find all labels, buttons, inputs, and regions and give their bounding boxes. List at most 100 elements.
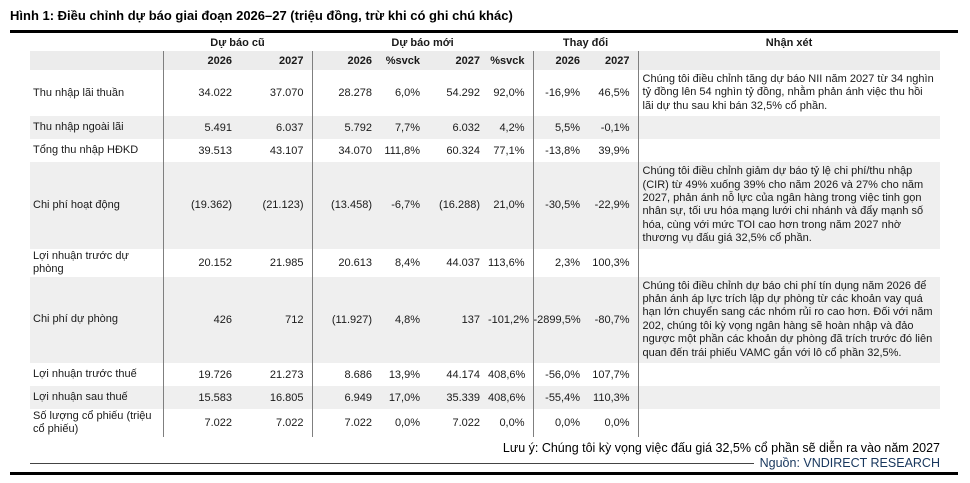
- cell-new-2026: (11.927): [331, 313, 373, 326]
- row-label: Lợi nhuận trước dự phòng: [30, 248, 164, 277]
- cell-new-svck-2026: 111,8%: [384, 144, 421, 157]
- cell-change-2026: -2899,5%: [533, 313, 581, 326]
- cell-new-2027: 35.339: [446, 391, 481, 404]
- cell-comment: [638, 363, 940, 386]
- source-row: Nguồn: VNDIRECT RESEARCH: [10, 456, 940, 470]
- cell-change-2027: -22,9%: [588, 162, 639, 249]
- cell-new-svck-2027: 92,0%: [488, 70, 534, 117]
- year-header-new-svck-2026: %svck: [380, 51, 429, 70]
- cell-new-2026: 7.022: [344, 417, 373, 430]
- forecast-table: Dự báo cũ Dự báo mới Thay đổi Nhận xét 2…: [30, 35, 941, 438]
- cell-new-svck-2026: 8,4%: [394, 256, 421, 269]
- cell-old-2027: (21.123): [240, 162, 313, 249]
- row-label: Chi phí hoạt động: [30, 162, 164, 249]
- cell-change-2026: -30,5%: [545, 199, 581, 212]
- cell-new-svck-2027: 408,6%: [488, 386, 534, 410]
- cell-old-2027: 16.805: [240, 386, 313, 410]
- cell-comment: [638, 139, 940, 162]
- cell-old-2026: 34.022: [198, 87, 232, 100]
- table-row-share-count: Số lượng cổ phiếu (triệu cổ phiếu) 7.022…: [30, 409, 940, 438]
- cell-change-2027: 0,0%: [588, 409, 639, 438]
- row-label: Lợi nhuận sau thuế: [30, 386, 164, 410]
- row-label: Số lượng cổ phiếu (triệu cổ phiếu): [30, 409, 164, 438]
- cell-new-svck-2026: 7,7%: [394, 121, 421, 134]
- cell-old-2027: 21.273: [240, 363, 313, 387]
- cell-old-2026: 426: [213, 313, 232, 326]
- table-row-after-tax-profit: Lợi nhuận sau thuế 15.583 16.805 6.949 1…: [30, 386, 941, 410]
- cell-change-2026: -13,8%: [545, 144, 581, 157]
- cell-new-svck-2027: -101,2%: [488, 276, 534, 364]
- cell-new-2027: 44.037: [446, 256, 481, 269]
- cell-change-2026: 2,3%: [554, 256, 581, 269]
- year-header-comment-spacer: [638, 51, 941, 70]
- cell-new-svck-2026: 6,0%: [394, 87, 421, 100]
- cell-old-2027: 712: [240, 276, 313, 364]
- cell-new-svck-2027: 4,2%: [488, 116, 534, 140]
- cell-new-2026: 28.278: [338, 87, 373, 100]
- cell-old-2026: (19.362): [191, 199, 232, 212]
- cell-change-2026: -16,9%: [545, 87, 581, 100]
- group-header-old-forecast: Dự báo cũ: [163, 35, 313, 51]
- cell-new-2026: 5.792: [344, 121, 373, 134]
- source-divider-line: [30, 462, 754, 464]
- cell-new-2027: 137: [461, 313, 481, 326]
- bottom-rule: [10, 472, 958, 476]
- cell-new-svck-2026: 4,8%: [394, 313, 421, 326]
- cell-comment: [638, 409, 940, 437]
- table-row-provision-expenses: Chi phí dự phòng 426 712 (11.927) 4,8% 1…: [30, 276, 941, 364]
- cell-old-2027: 7.022: [240, 409, 313, 438]
- year-header-spacer: [30, 51, 164, 70]
- group-header-spacer: [30, 35, 163, 51]
- cell-old-2026: 5.491: [204, 121, 232, 134]
- cell-change-2027: 110,3%: [588, 386, 639, 410]
- cell-new-svck-2027: 0,0%: [488, 409, 534, 438]
- source-credit: Nguồn: VNDIRECT RESEARCH: [759, 456, 940, 471]
- cell-old-2027: 21.985: [240, 248, 313, 277]
- year-header-new-2026: 2026: [312, 51, 381, 70]
- cell-old-2026: 19.726: [198, 368, 232, 381]
- row-label: Thu nhập lãi thuần: [30, 70, 164, 117]
- row-label: Thu nhập ngoài lãi: [30, 116, 164, 140]
- table-row-total-operating-income: Tổng thu nhập HĐKD 39.513 43.107 34.070 …: [30, 139, 940, 163]
- group-header-comment: Nhận xét: [638, 35, 941, 51]
- cell-comment: [638, 116, 940, 139]
- cell-old-2026: 7.022: [204, 417, 232, 430]
- cell-old-2026: 15.583: [198, 391, 232, 404]
- cell-new-svck-2026: 0,0%: [394, 417, 421, 430]
- cell-comment: [638, 249, 940, 277]
- year-header-row: 2026 2027 2026 %svck 2027 %svck 2026 202…: [30, 51, 941, 70]
- cell-comment: Chúng tôi điều chỉnh giảm dự báo tỷ lệ c…: [642, 165, 924, 245]
- table-row-net-interest-income: Thu nhập lãi thuần 34.022 37.070 28.278 …: [30, 70, 940, 117]
- row-label: Chi phí dự phòng: [30, 276, 164, 364]
- table-row-pre-provision-profit: Lợi nhuận trước dự phòng 20.152 21.985 2…: [30, 248, 940, 277]
- cell-change-2027: -0,1%: [588, 116, 639, 140]
- cell-change-2026: 0,0%: [554, 417, 581, 430]
- cell-new-svck-2027: 113,6%: [488, 248, 534, 277]
- figure-note: Lưu ý: Chúng tôi kỳ vọng việc đấu giá 32…: [502, 441, 940, 456]
- cell-new-2026: (13.458): [331, 199, 373, 212]
- cell-change-2027: -80,7%: [588, 276, 639, 364]
- cell-old-2026: 20.152: [198, 256, 232, 269]
- cell-new-svck-2026: 13,9%: [388, 368, 421, 381]
- year-header-change-2026: 2026: [533, 51, 589, 70]
- cell-new-svck-2026: 17,0%: [388, 391, 421, 404]
- cell-change-2026: 5,5%: [554, 121, 581, 134]
- table-row-operating-expenses: Chi phí hoạt động (19.362) (21.123) (13.…: [30, 162, 941, 249]
- group-header-new-forecast: Dự báo mới: [312, 35, 534, 51]
- year-header-new-2027: 2027: [428, 51, 489, 70]
- cell-change-2027: 46,5%: [588, 70, 639, 117]
- cell-new-2026: 34.070: [338, 144, 373, 157]
- cell-old-2027: 6.037: [240, 116, 313, 140]
- cell-new-2027: 6.032: [452, 121, 481, 134]
- cell-change-2026: -56,0%: [545, 368, 581, 381]
- cell-new-2026: 20.613: [338, 256, 373, 269]
- cell-change-2027: 100,3%: [588, 248, 639, 277]
- cell-old-2026: 39.513: [198, 144, 232, 157]
- cell-new-2026: 8.686: [344, 368, 373, 381]
- cell-new-svck-2027: 21,0%: [488, 162, 534, 249]
- row-label: Lợi nhuận trước thuế: [30, 363, 164, 387]
- year-header-new-svck-2027: %svck: [488, 51, 534, 70]
- cell-new-2027: 54.292: [446, 87, 481, 100]
- cell-new-2026: 6.949: [344, 391, 373, 404]
